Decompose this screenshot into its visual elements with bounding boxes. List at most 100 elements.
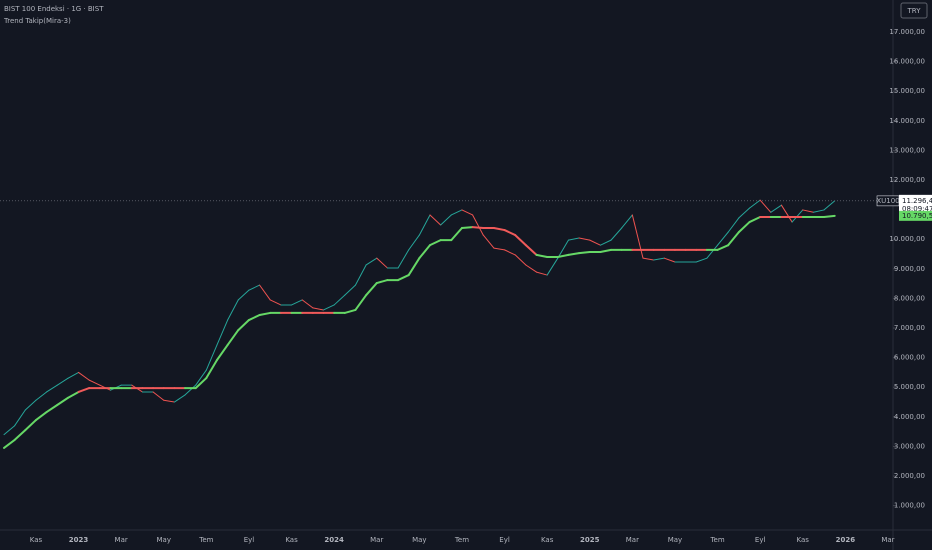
price-segment — [461, 209, 474, 216]
price-segment — [88, 379, 101, 386]
price-segment — [695, 257, 708, 263]
price-segment — [78, 371, 90, 381]
chart-title: BIST 100 Endeksi · 1G · BIST — [4, 5, 104, 13]
price-segment — [163, 399, 175, 403]
price-segment — [205, 344, 218, 371]
price-segment — [152, 391, 165, 401]
price-segment — [259, 284, 271, 301]
price-segment — [599, 239, 612, 246]
y-tick-label: 5.000,00 — [894, 383, 925, 391]
price-segment — [759, 199, 772, 213]
price-segment — [567, 237, 580, 241]
currency[interactable]: TRY — [907, 7, 922, 15]
price-segment — [802, 209, 814, 213]
y-tick-label: 2.000,00 — [894, 472, 925, 480]
price-segment — [237, 289, 250, 301]
trend-segment — [13, 429, 27, 441]
trend-segment — [460, 226, 474, 229]
x-tick-label: Eyl — [244, 536, 255, 544]
trend-segment — [716, 244, 730, 251]
trend-segment — [205, 358, 218, 380]
price-segment — [269, 299, 282, 306]
y-tick-label: 12.000,00 — [889, 176, 925, 184]
price-segment — [780, 204, 793, 223]
trend-segment — [77, 387, 91, 393]
trend-segment — [471, 226, 485, 229]
y-tick-label: 14.000,00 — [889, 117, 925, 125]
trend-segment — [503, 229, 517, 237]
price-segment — [653, 257, 665, 261]
price-tag-box — [899, 194, 932, 215]
symbol-tag: XU100 — [876, 197, 899, 205]
price-segment — [323, 304, 335, 311]
x-tick-label: Tem — [454, 536, 469, 544]
x-tick-label: May — [412, 536, 426, 544]
price-segment — [67, 371, 80, 379]
price-segment — [354, 264, 367, 286]
trend-segment — [599, 248, 613, 253]
currency-box[interactable] — [900, 2, 928, 19]
price-segment — [184, 384, 197, 396]
x-tick-label: Tem — [709, 536, 724, 544]
price-segment — [301, 299, 314, 309]
price-segment — [791, 209, 804, 223]
x-tick-label: 2023 — [69, 536, 89, 544]
trend-segment — [429, 239, 442, 247]
x-tick-label: Kas — [541, 536, 554, 544]
trend-segment — [237, 319, 250, 332]
trend-segment — [418, 244, 431, 260]
trend-segment — [354, 294, 368, 311]
price-segment — [195, 369, 207, 386]
trend-segment — [247, 314, 261, 322]
price-segment — [248, 284, 261, 291]
x-tick-label: May — [157, 536, 171, 544]
y-tick-label: 15.000,00 — [889, 87, 925, 95]
trend-segment — [34, 411, 48, 422]
trend-segment — [450, 226, 463, 242]
y-tick-label: 13.000,00 — [889, 146, 925, 154]
x-tick-label: Eyl — [499, 536, 510, 544]
trend-segment — [365, 282, 378, 297]
trend-segment — [535, 253, 549, 258]
trend-segment — [727, 231, 740, 247]
price-segment — [3, 425, 16, 436]
trend-segment — [226, 329, 240, 346]
trend-segment — [492, 226, 506, 232]
price-tag: 11.296,48 — [902, 197, 932, 205]
price-segment — [493, 247, 506, 251]
price-segment — [578, 237, 591, 241]
price-segment — [717, 231, 729, 246]
price-segment — [216, 319, 229, 346]
price-segment — [621, 214, 633, 229]
x-tick-label: Mar — [115, 536, 128, 544]
price-segment — [738, 207, 750, 219]
price-segment — [482, 234, 495, 249]
trend-segment — [737, 221, 751, 234]
x-tick-label: May — [668, 536, 682, 544]
price-segment — [333, 294, 346, 306]
price-segment — [418, 214, 431, 236]
x-tick-label: 2026 — [836, 536, 856, 544]
price-segment — [812, 209, 825, 213]
price-segment — [557, 239, 569, 259]
price-segment — [24, 399, 37, 411]
price-segment — [631, 214, 644, 259]
price-segment — [344, 284, 356, 296]
trend-tag: 10.790,52 — [902, 212, 932, 220]
trend-segment — [524, 244, 538, 256]
trend-segment — [3, 438, 16, 449]
price-segment — [440, 214, 452, 226]
x-tick-label: Mar — [626, 536, 639, 544]
y-tick-label: 17.000,00 — [889, 28, 925, 36]
y-tick-label: 7.000,00 — [894, 324, 925, 332]
price-segment — [472, 214, 484, 236]
x-tick-label: Kas — [285, 536, 298, 544]
price-segment — [727, 217, 740, 233]
price-segment — [227, 299, 239, 321]
price-segment — [173, 394, 186, 403]
price-segment — [610, 227, 623, 241]
indicator-name: Trend Takip(Mira-3) — [3, 17, 71, 25]
price-segment — [546, 257, 559, 276]
price-segment — [376, 257, 388, 269]
